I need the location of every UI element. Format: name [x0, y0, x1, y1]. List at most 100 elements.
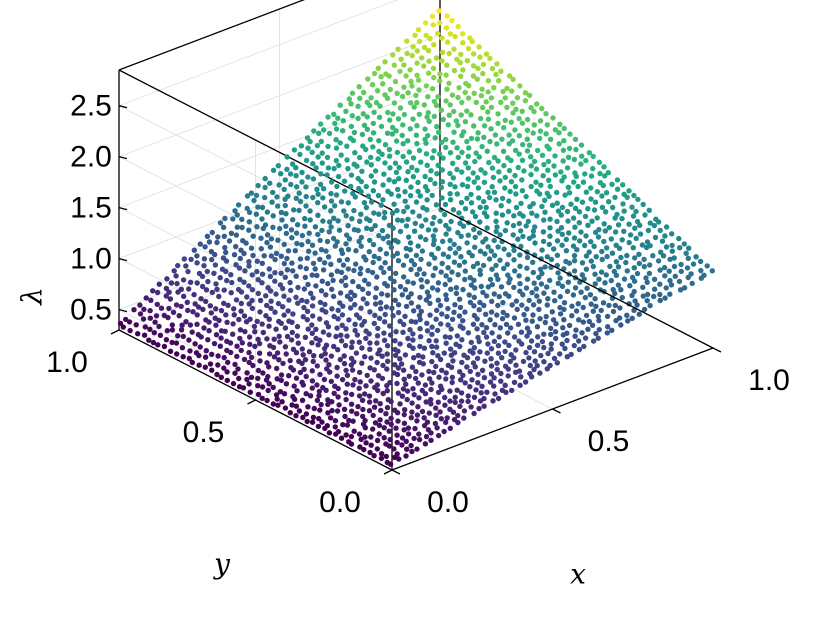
data-point: [328, 272, 335, 278]
data-point: [491, 237, 497, 244]
data-point: [288, 337, 295, 343]
data-point: [346, 317, 352, 323]
data-point: [341, 178, 348, 184]
data-point: [441, 211, 448, 218]
data-point: [483, 334, 490, 340]
data-point: [563, 236, 569, 243]
data-point: [294, 333, 300, 339]
data-point: [529, 289, 535, 296]
data-point: [447, 31, 453, 37]
data-point: [499, 212, 506, 218]
data-point: [479, 322, 485, 328]
data-point: [156, 323, 162, 330]
data-point: [678, 268, 684, 275]
data-point: [602, 173, 608, 179]
data-point: [264, 336, 270, 342]
data-point: [415, 188, 421, 195]
data-point: [175, 262, 181, 269]
data-point: [359, 168, 365, 174]
data-point: [153, 313, 160, 319]
data-point: [411, 308, 417, 314]
data-point: [446, 112, 452, 118]
data-point: [243, 240, 249, 246]
data-point: [262, 184, 268, 191]
data-point: [598, 307, 604, 314]
data-point: [383, 453, 389, 460]
data-point: [478, 283, 484, 290]
data-point: [325, 397, 331, 403]
data-point: [596, 317, 602, 324]
data-point: [620, 182, 626, 188]
data-point: [439, 386, 445, 392]
data-point: [530, 228, 537, 234]
data-point: [407, 247, 413, 253]
data-point: [255, 391, 262, 398]
data-point: [367, 365, 373, 371]
data-point: [547, 225, 553, 231]
data-point: [194, 280, 200, 286]
data-point: [377, 401, 383, 407]
data-point: [328, 353, 335, 359]
data-point: [169, 327, 176, 333]
data-point: [331, 111, 337, 118]
data-point: [556, 141, 562, 147]
data-point: [520, 292, 526, 298]
data-point: [389, 131, 395, 137]
data-point: [211, 340, 218, 347]
data-point: [494, 61, 500, 67]
data-point: [296, 190, 302, 196]
data-point: [612, 302, 618, 309]
data-point: [350, 382, 356, 388]
data-point: [421, 415, 427, 421]
data-point: [141, 306, 147, 312]
data-point: [416, 312, 423, 319]
data-point: [592, 296, 598, 302]
data-point: [595, 335, 601, 341]
data-point: [632, 298, 638, 304]
data-point: [384, 343, 391, 349]
data-point: [367, 237, 373, 243]
data-point: [419, 408, 426, 415]
data-point: [405, 431, 412, 437]
data-point: [396, 456, 402, 462]
data-point: [413, 92, 419, 99]
data-point: [437, 20, 443, 26]
data-point: [637, 222, 643, 228]
data-point: [511, 247, 517, 254]
data-point: [413, 132, 420, 138]
data-point: [518, 374, 524, 380]
data-point: [417, 334, 424, 340]
data-point: [458, 51, 464, 58]
data-point: [542, 209, 548, 215]
data-point: [232, 208, 238, 214]
data-point: [610, 204, 616, 211]
data-point: [528, 105, 534, 111]
data-point: [120, 324, 127, 330]
data-point: [443, 376, 449, 382]
data-point: [472, 285, 478, 291]
data-point: [310, 176, 317, 182]
data-point: [394, 250, 401, 257]
data-point: [371, 210, 377, 216]
data-point: [452, 250, 459, 256]
data-point: [387, 436, 393, 443]
data-point: [353, 261, 359, 267]
data-point: [321, 204, 328, 210]
data-point: [173, 302, 180, 308]
data-point: [374, 382, 380, 388]
data-point: [551, 355, 558, 362]
data-point: [374, 274, 380, 280]
data-point: [333, 192, 340, 198]
data-point: [495, 343, 502, 349]
data-point: [321, 376, 328, 383]
data-point: [357, 271, 363, 277]
data-point: [459, 337, 465, 343]
data-point: [370, 188, 376, 194]
data-point: [230, 331, 236, 337]
data-point: [256, 350, 263, 356]
data-point: [282, 344, 289, 350]
data-point: [662, 295, 668, 301]
data-point: [458, 390, 465, 396]
data-point: [539, 270, 545, 277]
data-point: [564, 330, 570, 336]
